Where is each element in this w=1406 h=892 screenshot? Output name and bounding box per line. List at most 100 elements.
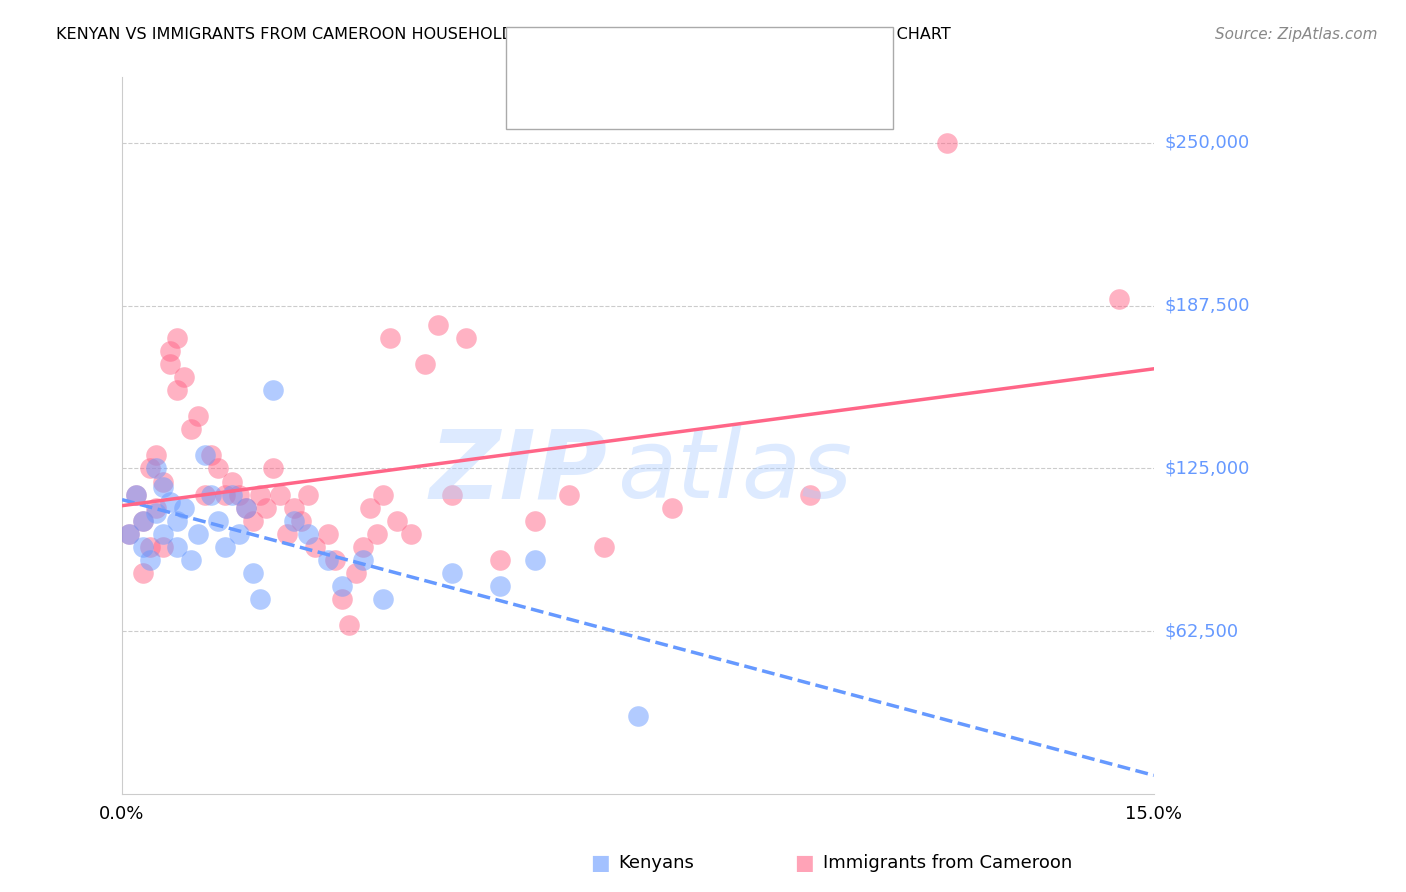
Text: N =: N = bbox=[654, 89, 693, 107]
Point bbox=[242, 566, 264, 580]
Point bbox=[138, 461, 160, 475]
Point bbox=[330, 579, 353, 593]
Point bbox=[159, 344, 181, 359]
Point bbox=[138, 553, 160, 567]
Point bbox=[276, 526, 298, 541]
Point bbox=[297, 526, 319, 541]
Point bbox=[187, 526, 209, 541]
Point bbox=[304, 540, 326, 554]
Text: 35: 35 bbox=[688, 47, 713, 65]
Point bbox=[145, 506, 167, 520]
Point bbox=[228, 487, 250, 501]
Point bbox=[290, 514, 312, 528]
Point bbox=[194, 487, 217, 501]
Point bbox=[427, 318, 450, 332]
Point bbox=[283, 500, 305, 515]
Point bbox=[125, 487, 148, 501]
Point bbox=[131, 514, 153, 528]
Point bbox=[249, 487, 271, 501]
Point bbox=[523, 514, 546, 528]
Point bbox=[125, 487, 148, 501]
Text: R =: R = bbox=[553, 89, 592, 107]
Point bbox=[221, 487, 243, 501]
Point bbox=[380, 331, 402, 345]
Text: 0.368: 0.368 bbox=[586, 89, 644, 107]
Point bbox=[166, 384, 188, 398]
Point bbox=[489, 579, 512, 593]
Point bbox=[269, 487, 291, 501]
Point bbox=[221, 475, 243, 489]
Text: ■: ■ bbox=[527, 46, 547, 66]
Point bbox=[145, 461, 167, 475]
Point bbox=[352, 553, 374, 567]
Point bbox=[166, 331, 188, 345]
Point bbox=[145, 449, 167, 463]
Point bbox=[385, 514, 408, 528]
Text: ■: ■ bbox=[794, 854, 814, 873]
Point bbox=[441, 487, 464, 501]
Point bbox=[207, 461, 229, 475]
Point bbox=[173, 370, 195, 384]
Text: R =: R = bbox=[553, 47, 592, 65]
Point bbox=[207, 514, 229, 528]
Point bbox=[118, 526, 141, 541]
Point bbox=[454, 331, 477, 345]
Point bbox=[262, 461, 284, 475]
Point bbox=[194, 449, 217, 463]
Point bbox=[1108, 292, 1130, 306]
Text: $187,500: $187,500 bbox=[1166, 296, 1250, 315]
Text: KENYAN VS IMMIGRANTS FROM CAMEROON HOUSEHOLDER INCOME AGES 45 - 64 YEARS CORRELA: KENYAN VS IMMIGRANTS FROM CAMEROON HOUSE… bbox=[56, 27, 950, 42]
Point bbox=[118, 526, 141, 541]
Point bbox=[352, 540, 374, 554]
Point bbox=[262, 384, 284, 398]
Point bbox=[131, 514, 153, 528]
Point bbox=[138, 540, 160, 554]
Point bbox=[173, 500, 195, 515]
Point bbox=[373, 487, 395, 501]
Text: ■: ■ bbox=[527, 88, 547, 108]
Point bbox=[235, 500, 257, 515]
Text: ■: ■ bbox=[591, 854, 610, 873]
Point bbox=[214, 540, 236, 554]
Point bbox=[159, 495, 181, 509]
Point bbox=[166, 540, 188, 554]
Point bbox=[180, 553, 202, 567]
Point bbox=[214, 487, 236, 501]
Point bbox=[337, 618, 360, 632]
Point bbox=[627, 709, 650, 723]
Point bbox=[523, 553, 546, 567]
Point bbox=[152, 475, 174, 489]
Point bbox=[558, 487, 581, 501]
Point bbox=[200, 449, 222, 463]
Text: $125,000: $125,000 bbox=[1166, 459, 1250, 477]
Point bbox=[344, 566, 367, 580]
Point bbox=[159, 357, 181, 371]
Point bbox=[187, 409, 209, 424]
Point bbox=[228, 526, 250, 541]
Point bbox=[359, 500, 381, 515]
Point bbox=[373, 591, 395, 606]
Point bbox=[131, 540, 153, 554]
Point bbox=[145, 500, 167, 515]
Point bbox=[936, 136, 959, 150]
Point bbox=[283, 514, 305, 528]
Point bbox=[200, 487, 222, 501]
Point bbox=[152, 526, 174, 541]
Text: Immigrants from Cameroon: Immigrants from Cameroon bbox=[823, 855, 1071, 872]
Point bbox=[318, 526, 340, 541]
Point bbox=[366, 526, 388, 541]
Point bbox=[413, 357, 436, 371]
Text: 58: 58 bbox=[688, 89, 713, 107]
Text: -0.177: -0.177 bbox=[586, 47, 651, 65]
Point bbox=[330, 591, 353, 606]
Point bbox=[592, 540, 614, 554]
Point bbox=[152, 540, 174, 554]
Point bbox=[235, 500, 257, 515]
Text: N =: N = bbox=[654, 47, 693, 65]
Point bbox=[131, 566, 153, 580]
Text: ZIP: ZIP bbox=[429, 425, 607, 518]
Point bbox=[323, 553, 346, 567]
Text: Kenyans: Kenyans bbox=[619, 855, 695, 872]
Text: Source: ZipAtlas.com: Source: ZipAtlas.com bbox=[1215, 27, 1378, 42]
Point bbox=[152, 480, 174, 494]
